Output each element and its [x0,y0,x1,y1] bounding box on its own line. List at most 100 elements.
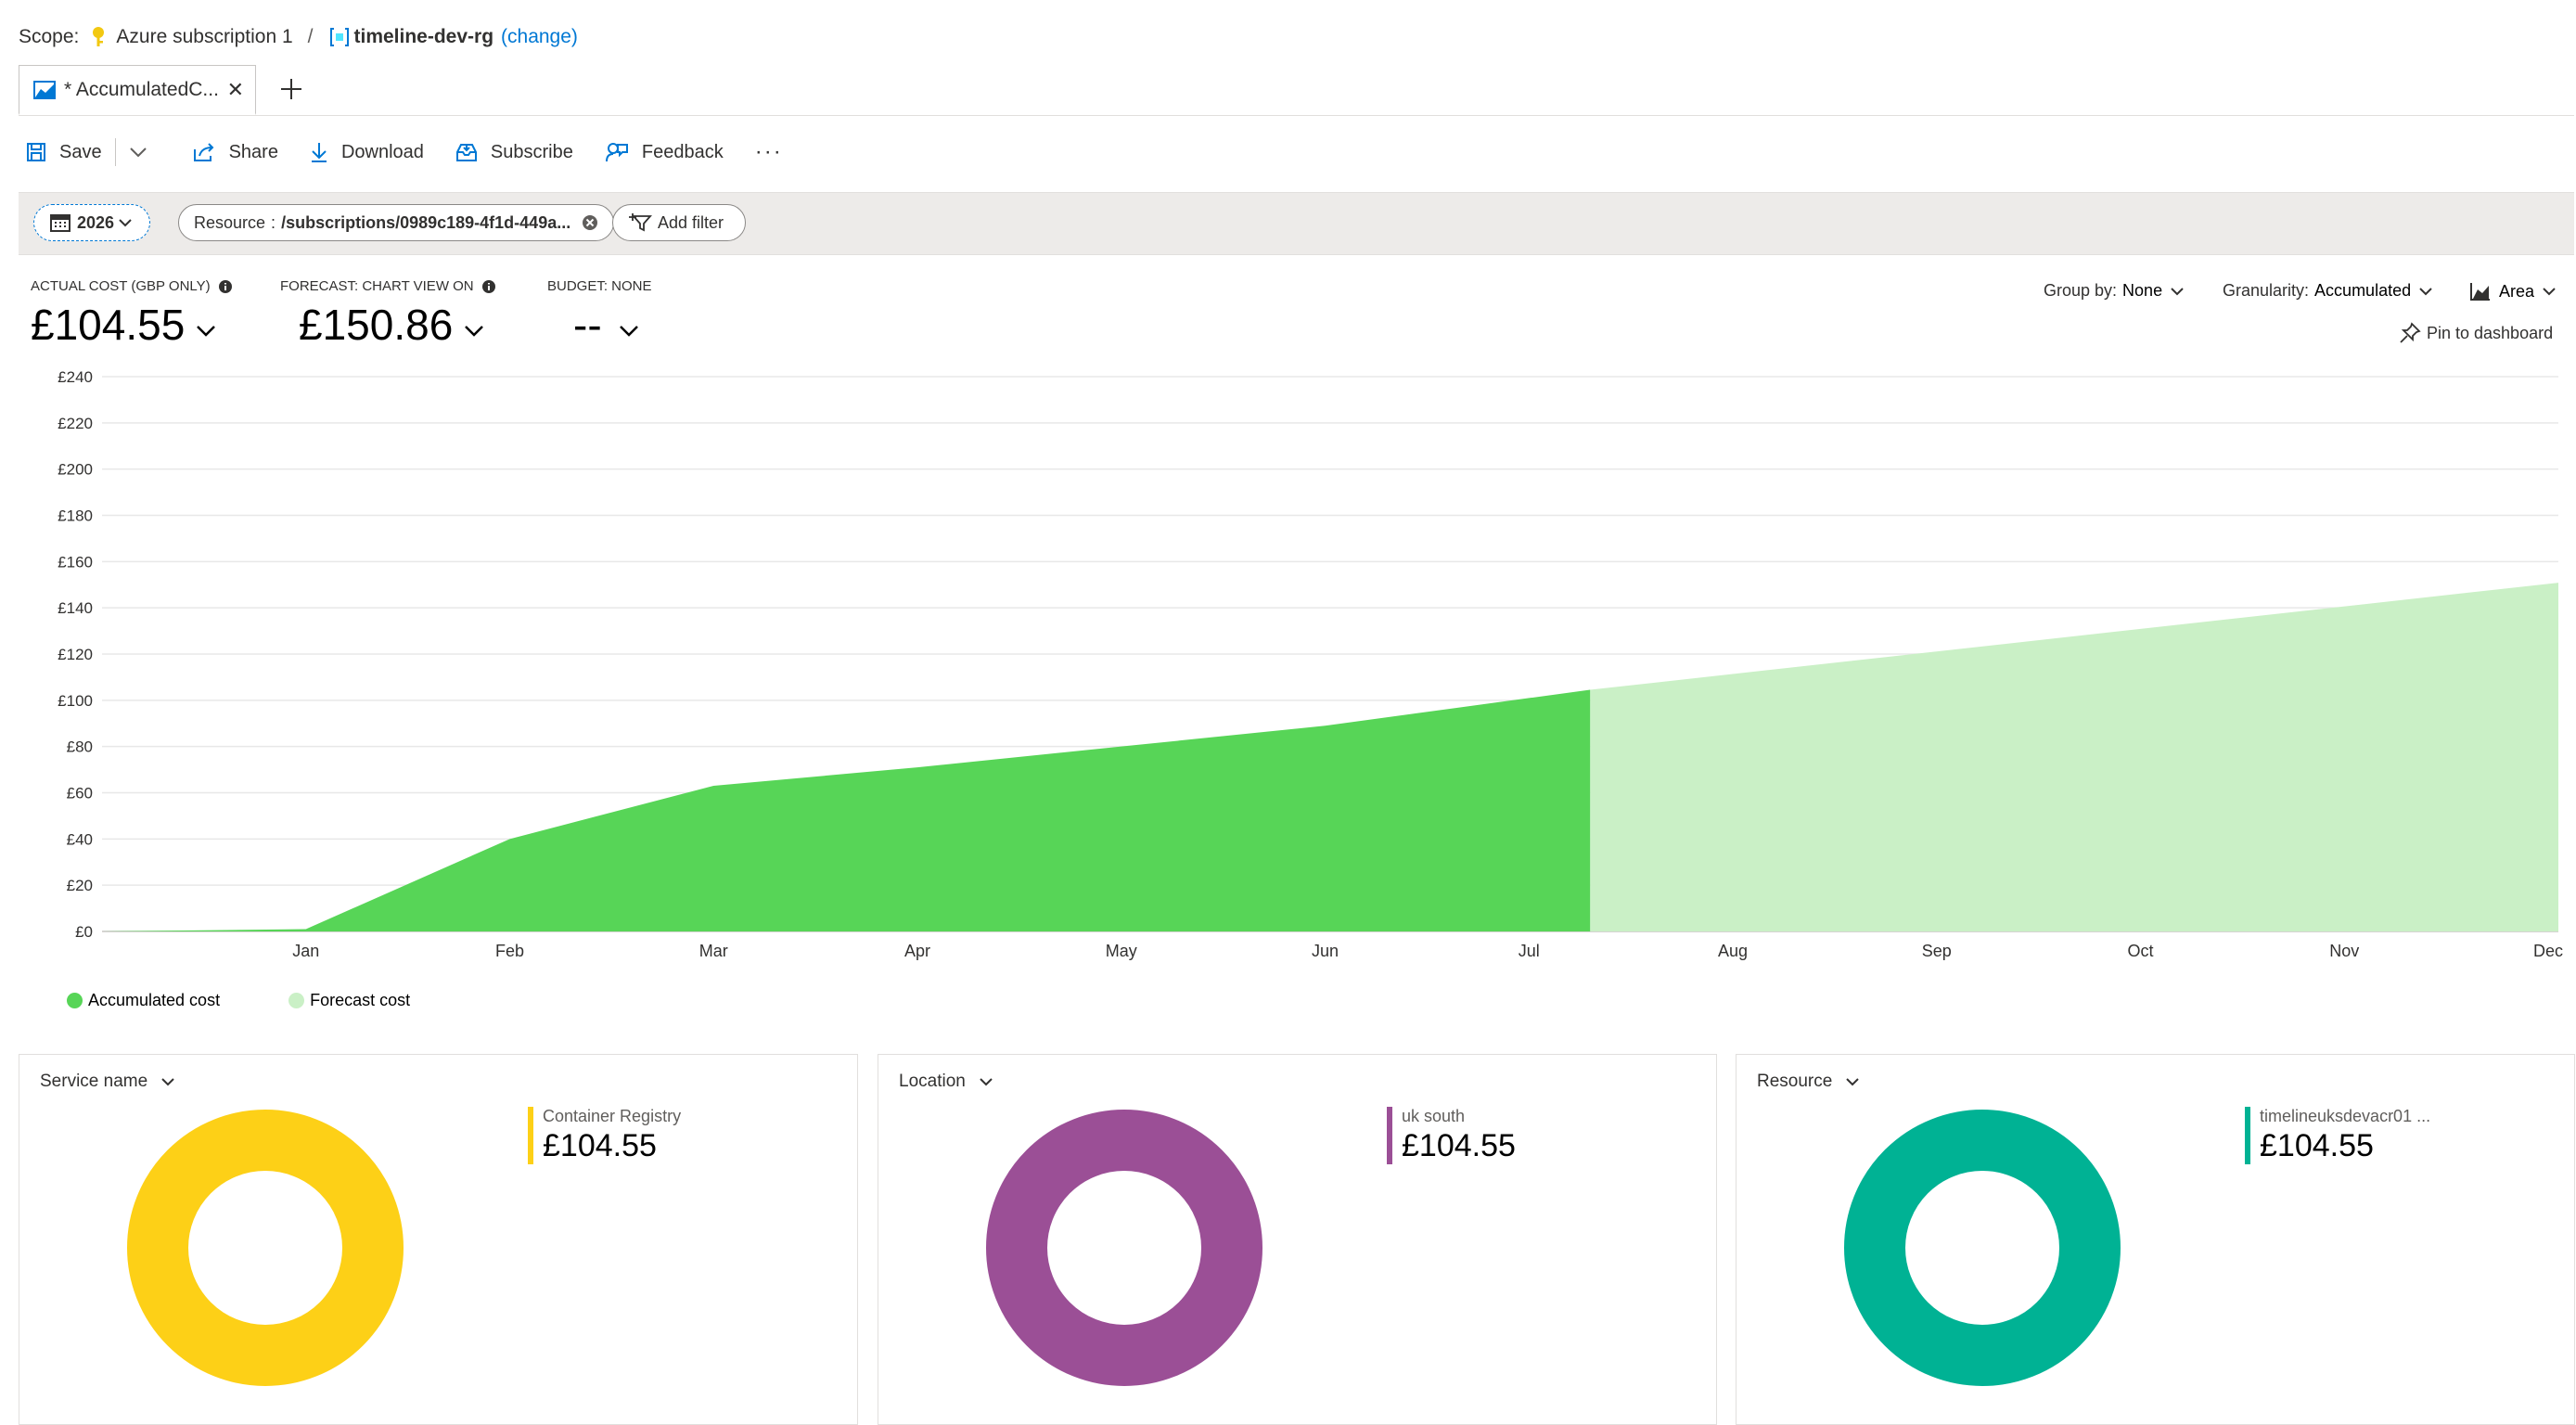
download-label: Download [340,141,424,162]
y-tick-label: £0 [75,923,93,941]
plus-icon [281,79,301,99]
download-button[interactable]: Download [310,141,424,163]
granularity-label: Granularity: [2223,281,2310,300]
change-scope-link[interactable]: (change) [501,26,578,47]
y-tick-label: £40 [67,830,93,848]
legend-item-name: uk south [1402,1107,1466,1125]
group-by-dropdown[interactable]: Group by: None [2044,281,2185,301]
accumulated-cost-area[interactable] [102,689,1591,931]
date-range-value: 2026 [77,212,115,232]
resource-card: Resource timelineuksdevacr01 ... £104.55 [1736,1054,2575,1425]
x-tick-label: Feb [495,942,524,960]
resource-donut-chart[interactable] [1843,1109,2121,1387]
legend-item-accumulated[interactable]: Accumulated cost [67,991,220,1010]
save-options-dropdown[interactable] [129,147,160,158]
close-icon[interactable]: ✕ [226,77,244,101]
scope-subscription[interactable]: Azure subscription 1 [116,26,293,47]
legend-item-value: £104.55 [543,1128,657,1163]
pin-label: Pin to dashboard [2427,323,2554,342]
scope-resource-group[interactable]: timeline-dev-rg [353,26,494,47]
subscribe-button[interactable]: Subscribe [455,141,573,163]
y-tick-label: £200 [58,461,93,479]
card-legend: Container Registry £104.55 [528,1107,681,1164]
y-tick-label: £140 [58,599,93,617]
add-filter-icon [629,213,652,232]
resource-group-icon [328,26,351,48]
kpi-forecast[interactable]: FORECAST: CHART VIEW ON £150.86 [280,278,496,350]
info-icon[interactable] [481,279,496,294]
scope-separator: / [307,26,314,47]
resource-filter-pill[interactable]: Resource : /subscriptions/0989c189-4f1d-… [178,204,614,241]
tab-accumulated-cost[interactable]: * AccumulatedC... ✕ [19,65,256,115]
legend-item-forecast[interactable]: Forecast cost [288,991,410,1010]
resource-dropdown[interactable]: Resource [1757,1072,1860,1092]
cost-area-chart: £0 £20 £40 £60 £80 £100 £120 £140 £160 £180 £200 £2… [58,368,2563,960]
share-button[interactable]: Share [192,142,278,163]
feedback-icon [605,143,628,162]
legend-swatch-forecast [288,993,305,1008]
group-by-label: Group by: [2044,281,2118,300]
service-name-card: Service name Container Registry £104.55 [19,1054,858,1425]
filter-bar: 2026 Resource : /subscriptions/0989c189-… [19,192,2574,255]
more-options-button[interactable]: ··· [755,139,783,165]
forecast-cost-area[interactable] [1590,583,2558,931]
subscribe-icon [455,144,477,161]
card-header-label: Service name [40,1072,148,1091]
scope-bar: Scope: Azure subscription 1 / timeline-d… [19,20,578,54]
card-legend: uk south £104.55 [1387,1107,1516,1164]
legend-item-name: Container Registry [543,1107,682,1125]
x-tick-label: Apr [904,942,930,960]
toolbar-divider [114,138,116,166]
key-icon [90,26,107,48]
y-tick-label: £180 [58,507,93,525]
card-legend: timelineuksdevacr01 ... £104.55 [2245,1107,2430,1164]
chevron-down-icon [129,148,147,158]
donut-slice [986,1110,1262,1386]
x-tick-label: Mar [699,942,728,960]
chevron-down-icon [2419,287,2432,295]
budget-label: BUDGET: NONE [547,278,652,294]
kpi-actual-cost[interactable]: ACTUAL COST (GBP ONLY) £104.55 [31,278,233,350]
remove-filter-icon [583,215,597,230]
forecast-value: £150.86 [299,301,454,349]
save-button[interactable]: Save [26,142,102,163]
date-range-picker[interactable]: 2026 [33,204,150,241]
donut-slice [127,1110,404,1386]
x-tick-label: May [1106,942,1137,960]
pin-to-dashboard-button[interactable]: Pin to dashboard [2399,322,2553,344]
info-icon[interactable] [218,279,233,294]
x-tick-label: Jun [1312,942,1339,960]
y-tick-label: £100 [58,692,93,710]
granularity-dropdown[interactable]: Granularity: Accumulated [2223,281,2433,301]
y-tick-label: £60 [67,785,93,802]
filter-separator: : [271,212,276,232]
y-tick-label: £20 [67,877,93,894]
feedback-button[interactable]: Feedback [605,141,724,163]
legend-swatch-accumulated [67,993,83,1008]
location-donut-chart[interactable] [985,1109,1263,1387]
card-header-label: Resource [1757,1072,1833,1091]
service-donut-chart[interactable] [126,1109,404,1387]
chevron-down-icon [619,326,638,337]
x-tick-label: Nov [2329,942,2359,960]
share-label: Share [228,141,278,162]
service-name-dropdown[interactable]: Service name [40,1072,175,1092]
save-label: Save [59,141,102,162]
scope-label: Scope: [19,26,80,47]
add-filter-button[interactable]: Add filter [612,204,746,241]
chevron-down-icon [465,326,484,337]
y-tick-label: £120 [58,646,93,663]
add-tab-button[interactable] [271,69,312,109]
chevron-down-icon [2543,288,2556,296]
y-tick-label: £240 [58,368,93,386]
location-dropdown[interactable]: Location [899,1072,993,1092]
chevron-down-icon [119,219,132,227]
x-tick-label: Jan [292,942,319,960]
x-tick-label: Jul [1519,942,1540,960]
legend-label-accumulated: Accumulated cost [88,991,221,1009]
chart-type-dropdown[interactable]: Area [2469,281,2557,302]
legend-label-forecast: Forecast cost [310,991,411,1009]
kpi-budget[interactable]: BUDGET: NONE -- [547,278,652,350]
group-by-value: None [2122,281,2163,300]
area-chart-icon [32,79,57,101]
